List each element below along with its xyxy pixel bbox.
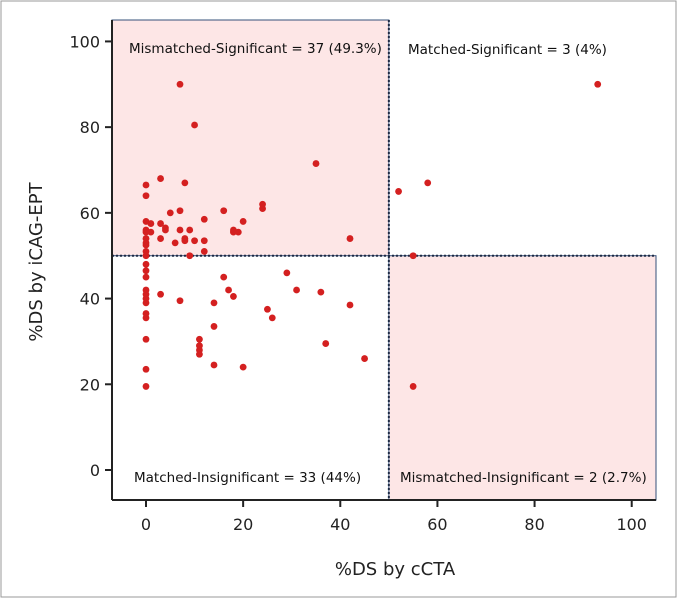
data-point bbox=[142, 241, 150, 249]
data-point bbox=[142, 181, 150, 189]
data-point bbox=[196, 350, 203, 358]
data-point bbox=[142, 192, 150, 200]
data-point bbox=[293, 286, 300, 294]
data-point bbox=[283, 269, 291, 277]
tick-labels: 0 20 40 60 80 100 0 20 40 60 80 100 bbox=[69, 32, 647, 534]
data-point bbox=[220, 207, 228, 215]
y-tick-label: 40 bbox=[80, 290, 100, 309]
data-point bbox=[147, 220, 155, 227]
data-point bbox=[220, 273, 228, 281]
x-tick-label: 60 bbox=[427, 515, 447, 534]
data-point bbox=[157, 220, 164, 227]
data-point bbox=[409, 252, 417, 260]
data-point bbox=[171, 239, 179, 247]
shaded-region-mismatched-significant bbox=[111, 19, 390, 257]
x-tick-label: 20 bbox=[233, 515, 253, 534]
data-point bbox=[594, 80, 602, 88]
quadrant-label-matched-significant: Matched-Significant = 3 (4%) bbox=[408, 42, 607, 58]
data-point bbox=[142, 267, 150, 275]
y-axis-title: %DS by iCAG-EPT bbox=[26, 181, 47, 341]
x-tick-label: 40 bbox=[330, 515, 350, 534]
data-point bbox=[225, 286, 232, 294]
y-tick-label: 20 bbox=[80, 375, 100, 394]
data-point bbox=[200, 248, 208, 255]
x-axis-title: %DS by cCTA bbox=[335, 559, 456, 580]
data-point bbox=[181, 237, 189, 245]
x-tick-label: 100 bbox=[616, 515, 647, 534]
data-point bbox=[176, 226, 184, 234]
data-point bbox=[166, 209, 174, 217]
data-point bbox=[259, 205, 266, 212]
data-point bbox=[157, 235, 164, 242]
quadrant-label-mismatched-insignificant: Mismatched-Insignificant = 2 (2.7%) bbox=[400, 470, 647, 486]
data-point bbox=[200, 237, 208, 245]
data-point bbox=[186, 226, 194, 234]
y-tick-label: 60 bbox=[80, 204, 100, 223]
data-point bbox=[210, 299, 218, 307]
data-point bbox=[264, 305, 271, 313]
data-point bbox=[239, 218, 247, 225]
data-point bbox=[191, 237, 198, 245]
data-point bbox=[157, 290, 164, 298]
data-point bbox=[317, 288, 325, 296]
quadrant-label-matched-insignificant: Matched-Insignificant = 33 (44%) bbox=[134, 470, 361, 486]
x-tick-label: 80 bbox=[524, 515, 544, 534]
data-point bbox=[142, 273, 150, 281]
data-point bbox=[268, 314, 276, 322]
data-point bbox=[142, 314, 150, 322]
data-point bbox=[196, 335, 203, 343]
data-point bbox=[395, 188, 402, 195]
quadrant-label-mismatched-significant: Mismatched-Significant = 37 (49.3%) bbox=[129, 41, 382, 57]
data-point bbox=[230, 293, 237, 300]
data-point bbox=[142, 228, 150, 236]
data-point bbox=[176, 80, 184, 88]
data-point bbox=[142, 299, 150, 307]
x-tick-label: 0 bbox=[141, 515, 151, 534]
data-points bbox=[142, 80, 602, 390]
data-point bbox=[142, 383, 150, 390]
data-point bbox=[142, 260, 150, 268]
y-tick-label: 80 bbox=[80, 118, 100, 137]
data-point bbox=[162, 226, 169, 234]
tick-marks bbox=[105, 40, 633, 507]
data-point bbox=[186, 252, 194, 260]
data-point bbox=[181, 179, 189, 187]
data-point bbox=[234, 228, 242, 236]
y-tick-label: 100 bbox=[69, 32, 100, 51]
data-point bbox=[409, 383, 417, 390]
shaded-region-mismatched-insignificant bbox=[388, 255, 657, 501]
data-point bbox=[200, 215, 208, 223]
data-point bbox=[142, 365, 150, 373]
data-point bbox=[147, 228, 155, 236]
data-point bbox=[312, 160, 320, 167]
data-point bbox=[142, 335, 150, 343]
data-point bbox=[176, 297, 184, 305]
data-point bbox=[176, 207, 184, 215]
data-point bbox=[142, 252, 150, 260]
data-point bbox=[322, 340, 330, 347]
y-tick-label: 0 bbox=[90, 461, 100, 480]
data-point bbox=[239, 363, 247, 371]
data-point bbox=[346, 301, 354, 309]
data-point bbox=[157, 175, 164, 182]
data-point bbox=[346, 235, 354, 242]
data-point bbox=[424, 179, 432, 187]
data-point bbox=[210, 361, 218, 369]
data-point bbox=[191, 121, 198, 129]
data-point bbox=[361, 355, 368, 362]
data-point bbox=[210, 323, 218, 330]
